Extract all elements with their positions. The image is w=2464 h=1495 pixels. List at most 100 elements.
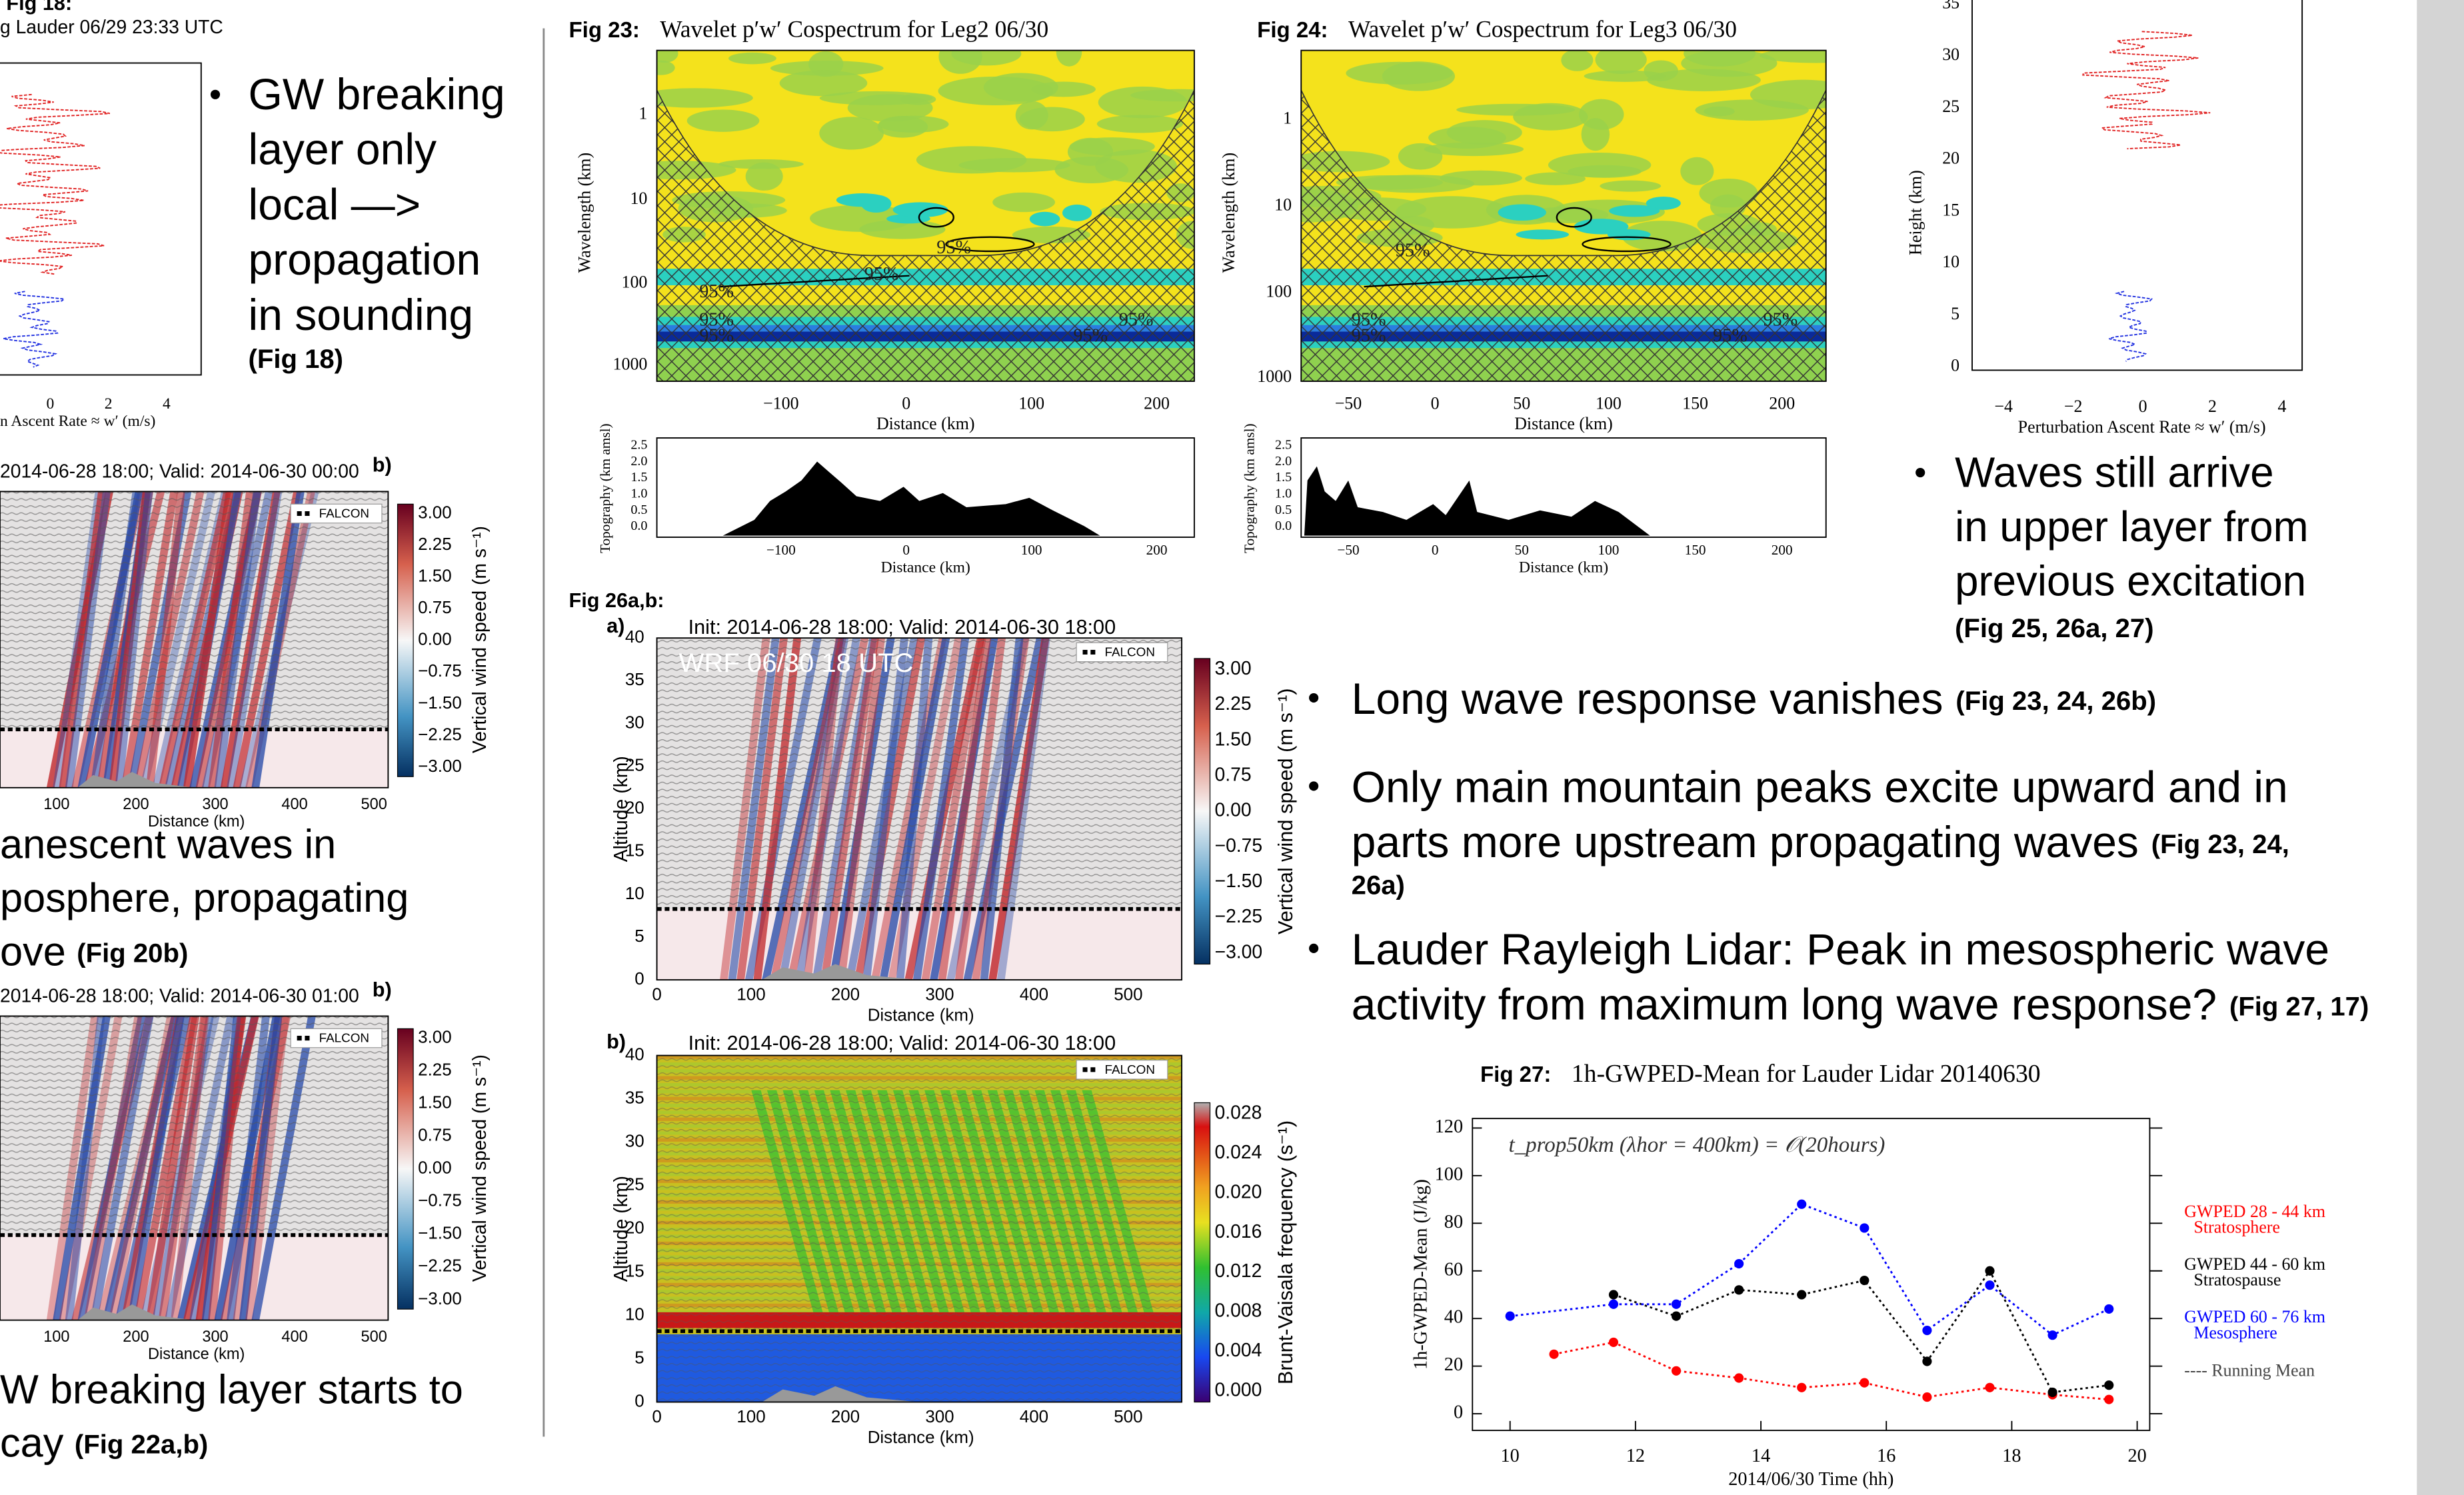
text: 0.5 [630,503,647,517]
data-point [2047,1387,2057,1398]
text: 0 [652,984,661,1004]
text: 25 [1942,97,1959,116]
text: Distance (km) [868,1004,974,1024]
text: 5 [1951,304,1959,323]
text: Distance (km) [868,1427,974,1447]
text: 20 [625,1217,644,1237]
plot-frame [0,491,389,788]
data-point [2104,1304,2114,1314]
wavelet-blob [1440,170,1522,186]
contour [719,275,910,288]
legend-label: FALCON [319,1032,369,1046]
x-tick-label: 12 [1626,1446,1645,1466]
contour-lines [0,1016,389,1236]
reference: (Fig 20b) [77,938,188,968]
text: local —> [249,180,421,229]
text: b) [607,1030,626,1053]
data-point [1985,1266,1995,1276]
wavelet-blob [1680,157,1714,185]
plot-frame [1472,1118,2151,1432]
text: 2014/06/30 Time (hh) [1728,1469,1893,1490]
text: 500 [1114,1406,1142,1426]
text: 100 [1021,542,1042,558]
wavelet-image [1301,50,1826,381]
data-point [1985,1280,1995,1290]
terrain [77,1304,195,1320]
y-tick-label: 40 [1444,1307,1463,1328]
bullet-line: 26a) [1352,870,1405,900]
text: propagation [249,235,481,285]
contour-label: 95% [1713,325,1748,346]
text: 10 [625,1304,644,1324]
data-point [2104,1394,2114,1404]
text: 500 [361,1328,387,1346]
text: −2.25 [1215,906,1263,927]
text: 2.5 [630,437,647,452]
text: ove [0,928,66,974]
text: 0 [634,1390,644,1410]
text: 0 [902,542,910,558]
data-point [2104,1380,2114,1390]
text: 3.00 [418,1026,451,1046]
text: 300 [202,796,228,813]
text: 2014-06-28 18:00; Valid: 2014-06-30 01:0… [0,986,359,1007]
contour-label: 95% [864,264,899,285]
text: 100 [1598,542,1620,558]
data-point [1608,1290,1619,1300]
plot-frame [656,637,1182,981]
contour-label: 95% [1763,310,1798,331]
bullet-line: Long wave response vanishes (Fig 23, 24, … [1352,675,2156,725]
text: −100 [763,393,799,413]
text: 2014-06-28 18:00; Valid: 2014-06-30 00:0… [0,461,359,483]
text: 2 [2208,397,2217,416]
data-point [1671,1366,1682,1376]
text: 500 [1114,984,1142,1004]
text: 5 [634,1347,644,1367]
text: Distance (km) [881,559,970,577]
wavelet-blob [1600,180,1662,192]
text: 100 [622,272,648,291]
text: 0.75 [418,1125,451,1145]
wavelet-blob [1704,106,1735,117]
text: 0.75 [418,597,451,617]
text: 10 [1942,252,1959,271]
text: layer only [249,125,437,175]
plot-frame [656,1054,1182,1403]
text: 0.024 [1215,1142,1262,1163]
colorbar [397,1028,414,1310]
data-point [1734,1285,1744,1295]
text: a) [607,614,624,637]
wavelet-blob [951,50,1022,66]
profile-trace [2109,291,2153,362]
text: Vertical wind speed (m s⁻¹) [1274,688,1297,934]
contour [1556,207,1592,228]
text: (Fig 18) [249,344,343,374]
text: 0.020 [1215,1181,1262,1202]
topography [1304,466,1650,536]
reference: (Fig 23, 24, 26b) [1955,686,2156,716]
text: 400 [281,796,307,813]
text: Distance (km) [1519,559,1608,577]
data-point [1671,1299,1682,1309]
text: Distance (km) [876,414,975,433]
text: 300 [202,1328,228,1346]
text: 100 [736,1406,765,1426]
text: 1000 [613,354,648,373]
wavelet-blob [1548,152,1652,177]
contour-label: 95% [699,310,734,331]
legend-label: Stratosphere [2193,1217,2280,1236]
wavelet-blob [916,146,1027,174]
text: 0.000 [1215,1379,1262,1400]
contour [945,236,1035,253]
text: 0.00 [418,1158,451,1178]
profile-trace [2082,31,2211,150]
y-tick-label: 0 [1454,1402,1463,1423]
data-point [1797,1290,1807,1300]
colorbar [397,503,414,777]
text: 40 [625,627,644,647]
contour [1364,275,1548,288]
wavelet-blob [1644,60,1678,81]
y-tick-label: 60 [1444,1259,1463,1280]
